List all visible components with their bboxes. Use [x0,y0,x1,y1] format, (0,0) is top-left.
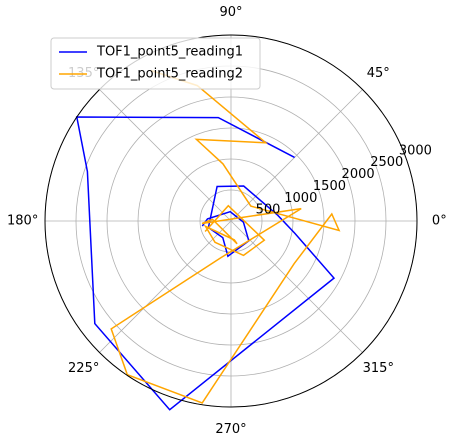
polar-frame [44,34,418,408]
legend: TOF1_point5_reading1 TOF1_point5_reading2 [50,37,261,90]
series-line-2 [110,69,341,404]
polar-grid [44,34,418,408]
theta-tick-label: 225° [68,361,99,376]
r-tick-label: 2500 [370,155,403,170]
r-tick-label: 2000 [342,167,375,182]
legend-box [50,37,261,90]
r-tick-label: 1500 [313,179,346,194]
series-lines [75,69,341,411]
series-line-1 [75,116,336,411]
circular-gridline [106,96,356,346]
circular-gridline [168,158,294,284]
r-tick-label: 500 [256,203,281,218]
theta-tick-label: 45° [367,66,390,81]
circular-gridline [137,127,325,315]
theta-tick-label: 90° [219,5,242,20]
legend-entry-label: TOF1_point5_reading1 [96,45,243,60]
theta-tick-label: 0° [432,214,447,229]
theta-tick-label: 315° [363,361,394,376]
legend-entry-label: TOF1_point5_reading2 [96,67,243,82]
r-tick-label: 3000 [399,143,432,158]
theta-tick-label: 270° [215,422,246,437]
theta-tick-label: 180° [7,214,38,229]
r-tick-label: 1000 [284,191,317,206]
